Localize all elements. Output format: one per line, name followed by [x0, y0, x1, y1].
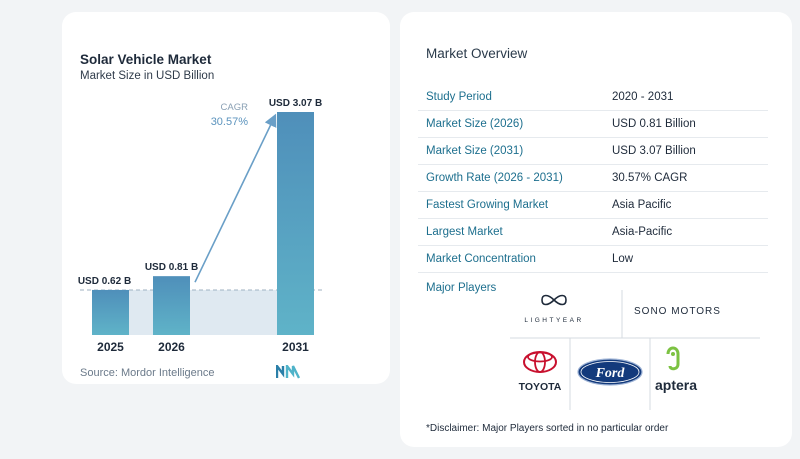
bar-2026	[153, 276, 190, 335]
row-label: Market Size (2031)	[426, 145, 524, 157]
mordor-intelligence-logo-icon	[276, 365, 300, 379]
row-label: Study Period	[426, 91, 492, 103]
value-label-2031: USD 3.07 B	[269, 98, 322, 109]
row-label: Largest Market	[426, 226, 503, 238]
aptera-logo: aptera	[655, 346, 697, 393]
cagr-value: 30.57%	[211, 116, 249, 128]
bar-chart: USD 0.62 B 2025 USD 0.81 B 2026 USD 3.07 B 20…	[78, 98, 324, 354]
major-players-logos: LIGHTYEAR SONO MOTORS TOYOTA Ford aptera	[510, 290, 760, 410]
player-lightyear-text: LIGHTYEAR	[524, 317, 583, 324]
overview-row: Market Concentration Low	[418, 246, 768, 273]
row-label: Growth Rate (2026 - 2031)	[426, 172, 563, 184]
bar-2025	[92, 289, 129, 335]
ford-logo: Ford	[577, 358, 643, 386]
lightyear-logo: LIGHTYEAR	[524, 294, 583, 324]
row-value: Asia-Pacific	[612, 226, 673, 238]
overview-row: Fastest Growing Market Asia Pacific	[418, 192, 768, 219]
overview-row: Market Size (2026) USD 0.81 Billion	[418, 111, 768, 138]
overview-table: Study Period 2020 - 2031 Market Size (20…	[418, 84, 768, 273]
overview-row: Market Size (2031) USD 3.07 Billion	[418, 138, 768, 165]
overview-row: Growth Rate (2026 - 2031) 30.57% CAGR	[418, 165, 768, 192]
row-label: Market Size (2026)	[426, 118, 524, 130]
row-label: Market Concentration	[426, 253, 536, 265]
overview-row: Study Period 2020 - 2031	[418, 84, 768, 111]
row-value: USD 3.07 Billion	[612, 145, 696, 157]
row-value: 2020 - 2031	[612, 91, 674, 103]
chart-title: Solar Vehicle Market	[80, 52, 212, 67]
row-value: Asia Pacific	[612, 199, 672, 211]
value-label-2026: USD 0.81 B	[145, 262, 198, 273]
category-label-2031: 2031	[282, 340, 309, 354]
major-players-label: Major Players	[426, 282, 497, 294]
chart-subtitle: Market Size in USD Billion	[80, 70, 215, 82]
category-label-2026: 2026	[158, 340, 185, 354]
bar-2031	[277, 112, 314, 335]
sono-motors-logo: SONO MOTORS	[634, 306, 721, 317]
row-label: Fastest Growing Market	[426, 199, 549, 211]
infinity-icon	[541, 294, 567, 306]
value-label-2025: USD 0.62 B	[78, 276, 131, 287]
cagr-arrow	[194, 113, 277, 283]
player-ford-text: Ford	[595, 366, 626, 381]
row-value: 30.57% CAGR	[612, 172, 688, 184]
row-value: USD 0.81 Billion	[612, 118, 696, 130]
source-text: Source: Mordor Intelligence	[80, 367, 215, 379]
overview-row: Largest Market Asia-Pacific	[418, 219, 768, 246]
player-aptera-text: aptera	[655, 377, 697, 393]
toyota-logo: TOYOTA	[519, 351, 562, 393]
overview-heading: Market Overview	[426, 46, 528, 61]
player-toyota-text: TOYOTA	[519, 381, 562, 393]
player-sono-motors-text: SONO MOTORS	[634, 306, 721, 317]
row-value: Low	[612, 253, 634, 265]
disclaimer: *Disclaimer: Major Players sorted in no …	[426, 423, 669, 434]
chart-card: Solar Vehicle Market Market Size in USD …	[62, 12, 390, 384]
category-label-2025: 2025	[97, 340, 124, 354]
cagr-label: CAGR	[221, 102, 249, 113]
market-overview-card: Market Overview Study Period 2020 - 2031…	[400, 12, 792, 447]
